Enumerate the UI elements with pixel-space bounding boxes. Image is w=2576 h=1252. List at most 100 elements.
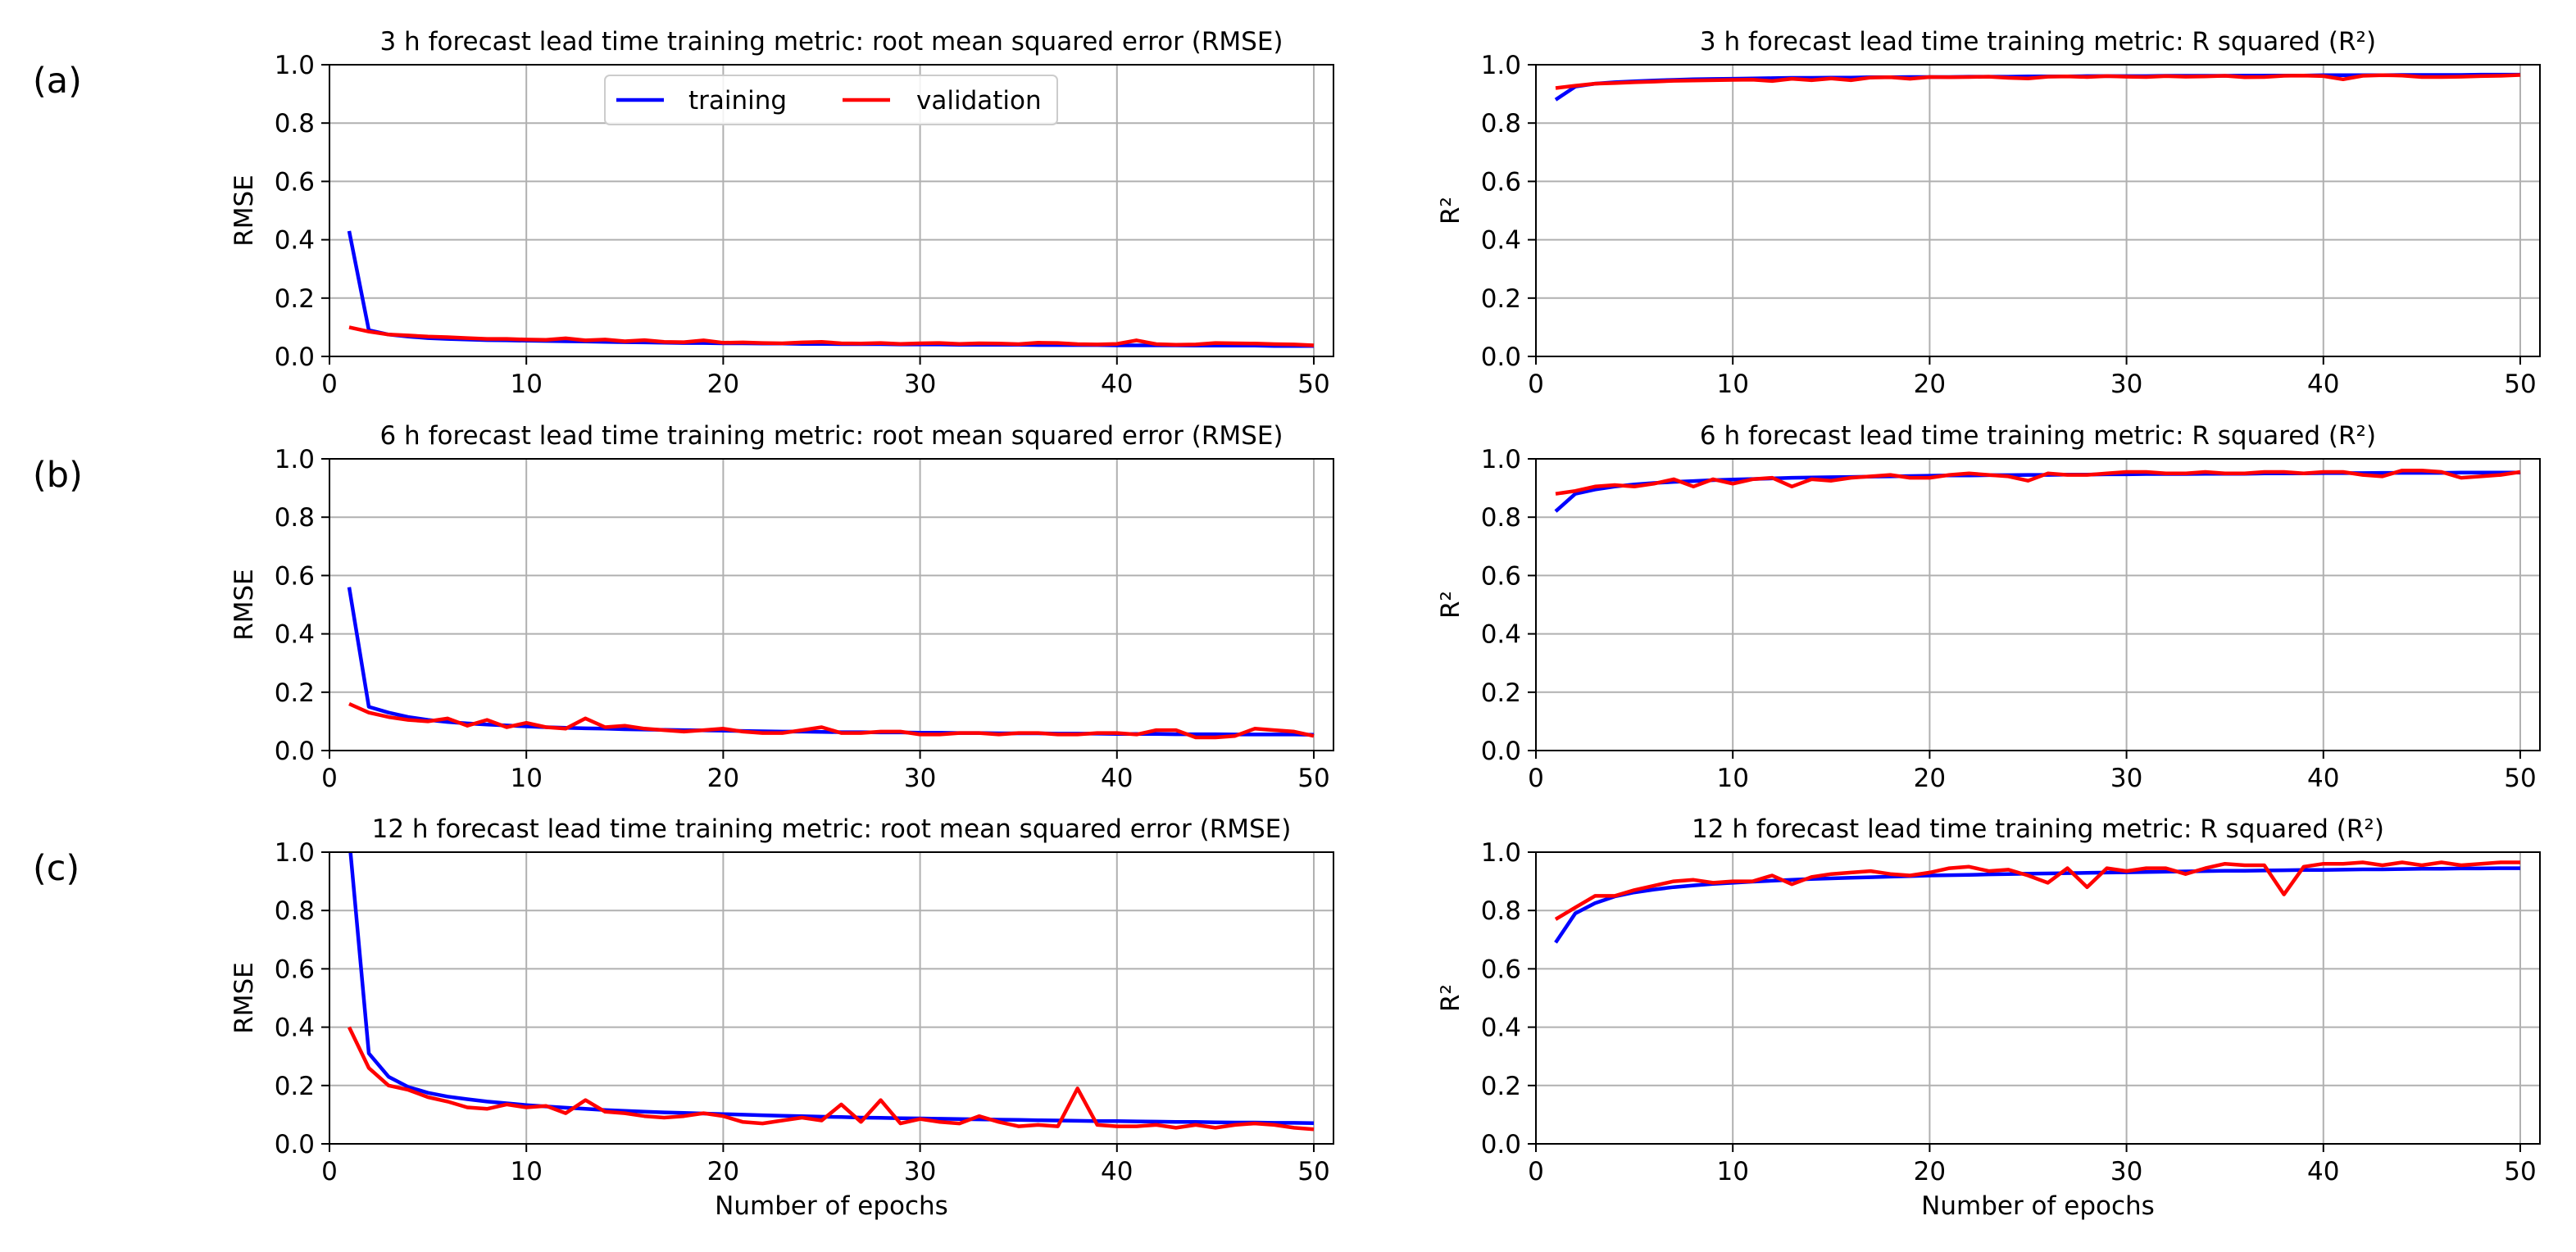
chart-panel-5: 0 10 20 30 40 50 0.0 0.2 0.4 0.6 0.8 1.0 12 h foreca…	[229, 814, 1334, 1221]
y-tick-label: 0.8	[275, 896, 315, 926]
panel-label-c: (c)	[33, 848, 80, 889]
y-tick-label: 0.4	[1481, 620, 1521, 650]
panel-label-b: (b)	[33, 455, 83, 496]
y-axis-label: RMSE	[229, 569, 259, 641]
y-tick-label: 0.8	[1481, 896, 1521, 926]
x-tick-label: 50	[2504, 764, 2536, 793]
x-axis-label: Number of epochs	[715, 1191, 948, 1221]
x-tick-label: 30	[2110, 1157, 2142, 1186]
axes-frame	[329, 458, 1334, 751]
chart-panel-2: 0 10 20 30 40 50 0.0 0.2 0.4 0.6 0.8 1.0 3 h forecas…	[1436, 27, 2541, 399]
x-tick-label: 30	[2110, 370, 2142, 399]
y-tick-label: 0.0	[1481, 737, 1521, 766]
y-tick-label: 0.4	[1481, 226, 1521, 256]
x-tick-label: 40	[2307, 1157, 2339, 1186]
axes-frame	[329, 851, 1334, 1145]
x-tick-label: 50	[1297, 370, 1329, 399]
y-axis-label: RMSE	[229, 962, 259, 1034]
x-tick-label: 30	[904, 764, 936, 793]
x-tick-label: 0	[1528, 370, 1544, 399]
chart-panel-1: 0 10 20 30 40 50 0.0 0.2 0.4 0.6 0.8 1.0 3 h forecas…	[229, 27, 1334, 399]
x-tick-label: 30	[904, 1157, 936, 1186]
y-tick-label: 0.6	[1481, 167, 1521, 197]
y-tick-label: 1.0	[1481, 838, 1521, 868]
axes-frame	[1535, 851, 2541, 1145]
x-tick-label: 50	[1297, 764, 1329, 793]
validation-series-line	[348, 701, 1315, 740]
chart-panel-3: 0 10 20 30 40 50 0.0 0.2 0.4 0.6 0.8 1.0 6 h forecas…	[229, 421, 1334, 793]
y-axis-label: RMSE	[229, 175, 259, 247]
y-tick-label: 1.0	[275, 445, 315, 474]
x-tick-label: 40	[1101, 1157, 1133, 1186]
chart-title: 12 h forecast lead time training metric:…	[372, 814, 1292, 844]
y-tick-label: 0.2	[1481, 678, 1521, 708]
y-tick-label: 0.2	[275, 678, 315, 708]
chart-panel-6: 0 10 20 30 40 50 0.0 0.2 0.4 0.6 0.8 1.0 12 h foreca…	[1436, 814, 2541, 1221]
x-tick-label: 10	[1716, 764, 1748, 793]
x-tick-label: 50	[2504, 1157, 2536, 1186]
x-tick-label: 20	[1914, 764, 1946, 793]
x-tick-label: 0	[321, 1157, 338, 1186]
x-tick-label: 50	[2504, 370, 2536, 399]
y-axis-label: R²	[1436, 197, 1465, 225]
y-tick-label: 0.6	[275, 167, 315, 197]
x-tick-label: 10	[510, 370, 542, 399]
y-tick-label: 0.2	[275, 284, 315, 314]
x-axis-label: Number of epochs	[1921, 1191, 2155, 1221]
y-tick-label: 0.2	[1481, 284, 1521, 314]
x-tick-label: 10	[510, 764, 542, 793]
x-tick-label: 30	[2110, 764, 2142, 793]
axes-frame	[329, 64, 1334, 357]
y-tick-label: 0.4	[275, 226, 315, 256]
y-tick-label: 0.6	[275, 561, 315, 591]
y-tick-label: 0.0	[275, 342, 315, 372]
validation-series-line	[348, 325, 1315, 347]
y-tick-label: 1.0	[1481, 51, 1521, 80]
y-tick-label: 0.2	[1481, 1072, 1521, 1101]
legend-training-label: training	[688, 86, 787, 116]
y-tick-label: 0.6	[1481, 955, 1521, 984]
x-tick-label: 0	[1528, 764, 1544, 793]
y-tick-label: 0.4	[1481, 1014, 1521, 1043]
x-tick-label: 40	[1101, 764, 1133, 793]
x-tick-label: 50	[1297, 1157, 1329, 1186]
x-tick-label: 10	[510, 1157, 542, 1186]
x-tick-label: 40	[2307, 764, 2339, 793]
x-tick-label: 20	[1914, 370, 1946, 399]
chart-title: 3 h forecast lead time training metric: …	[379, 27, 1283, 57]
y-tick-label: 1.0	[1481, 445, 1521, 474]
x-tick-label: 20	[707, 1157, 739, 1186]
y-tick-label: 0.6	[275, 955, 315, 984]
chart-panels: 0 10 20 30 40 50 0.0 0.2 0.4 0.6 0.8 1.0 3 h forecas…	[229, 27, 2541, 1221]
y-tick-label: 0.8	[275, 109, 315, 138]
y-axis-label: R²	[1436, 591, 1465, 619]
legend-box	[604, 75, 1058, 125]
x-tick-label: 10	[1716, 370, 1748, 399]
y-tick-label: 0.0	[275, 1130, 315, 1159]
chart-title: 12 h forecast lead time training metric:…	[1692, 814, 2384, 844]
axes-frame	[1535, 458, 2541, 751]
validation-series-line	[1555, 468, 2521, 496]
y-tick-label: 0.0	[1481, 342, 1521, 372]
validation-series-line	[1554, 860, 2520, 921]
y-tick-label: 0.8	[1481, 109, 1521, 138]
y-tick-label: 0.0	[275, 737, 315, 766]
legend: training validation	[604, 75, 1058, 125]
y-tick-label: 0.2	[275, 1072, 315, 1101]
x-tick-label: 20	[1914, 1157, 1946, 1186]
chart-title: 6 h forecast lead time training metric: …	[1700, 421, 2376, 451]
x-tick-label: 0	[321, 764, 338, 793]
validation-series-line	[1555, 73, 2521, 90]
chart-title: 3 h forecast lead time training metric: …	[1700, 27, 2376, 57]
y-tick-label: 0.8	[275, 503, 315, 533]
x-tick-label: 40	[2307, 370, 2339, 399]
x-tick-label: 40	[1101, 370, 1133, 399]
x-tick-label: 20	[707, 370, 739, 399]
y-tick-label: 0.0	[1481, 1130, 1521, 1159]
x-tick-label: 0	[1528, 1157, 1544, 1186]
legend-validation-label: validation	[916, 86, 1042, 116]
y-tick-label: 0.4	[275, 620, 315, 650]
y-tick-label: 1.0	[275, 838, 315, 868]
chart-panel-4: 0 10 20 30 40 50 0.0 0.2 0.4 0.6 0.8 1.0 6 h forecas…	[1436, 421, 2541, 793]
